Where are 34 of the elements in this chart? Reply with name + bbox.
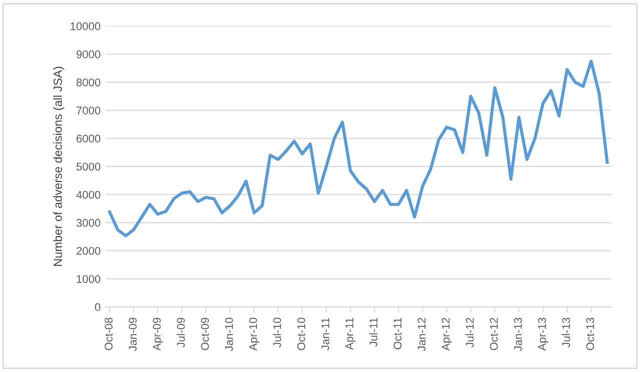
x-tick-label: Jan-11 (322, 318, 330, 350)
y-tick-label: 2000 (76, 246, 100, 255)
x-tick-label: Oct-08 (104, 318, 113, 350)
y-tick-label: 8000 (76, 78, 100, 86)
y-tick-label: 6000 (76, 134, 100, 143)
y-tick-label: 10000 (70, 22, 100, 30)
x-tick-label: Apr-13 (538, 318, 548, 351)
x-tick-label: Jan-10 (225, 318, 233, 352)
x-tick-label: Oct-13 (586, 318, 594, 350)
x-tick-label: Oct-10 (297, 318, 306, 350)
y-tick-label: 7000 (76, 106, 100, 114)
x-tick-label: Jul-09 (176, 318, 185, 348)
x-tick-label: Apr-10 (249, 318, 260, 351)
x-tick-label: Apr-12 (442, 318, 452, 351)
x-tick-label: Jan-12 (418, 318, 426, 352)
y-tick-label: 0 (94, 303, 100, 312)
x-tick-label: Oct-12 (490, 318, 498, 350)
y-tick-label: 3000 (76, 218, 100, 227)
x-tick-label: Jul-11 (369, 318, 378, 347)
x-tick-label: Oct-11 (394, 318, 402, 350)
x-tick-label: Apr-11 (346, 318, 356, 350)
y-axis-title: Number of adverse decisions (all JSA) (53, 66, 64, 266)
x-tick-label: Jul-12 (466, 318, 474, 348)
x-tick-label: Apr-09 (152, 318, 163, 351)
x-tick-label: Jul-10 (272, 318, 282, 348)
line-series (108, 60, 609, 238)
x-tick-label: Jul-13 (562, 318, 570, 348)
x-tick-label: Jan-09 (128, 318, 137, 352)
y-tick-label: 9000 (76, 50, 100, 58)
x-tick-label: Oct-09 (201, 318, 209, 350)
y-tick-label: 1000 (76, 275, 100, 283)
y-tick-label: 4000 (76, 190, 100, 199)
y-tick-label: 5000 (76, 162, 100, 171)
x-tick-label: Jan-13 (514, 318, 522, 352)
